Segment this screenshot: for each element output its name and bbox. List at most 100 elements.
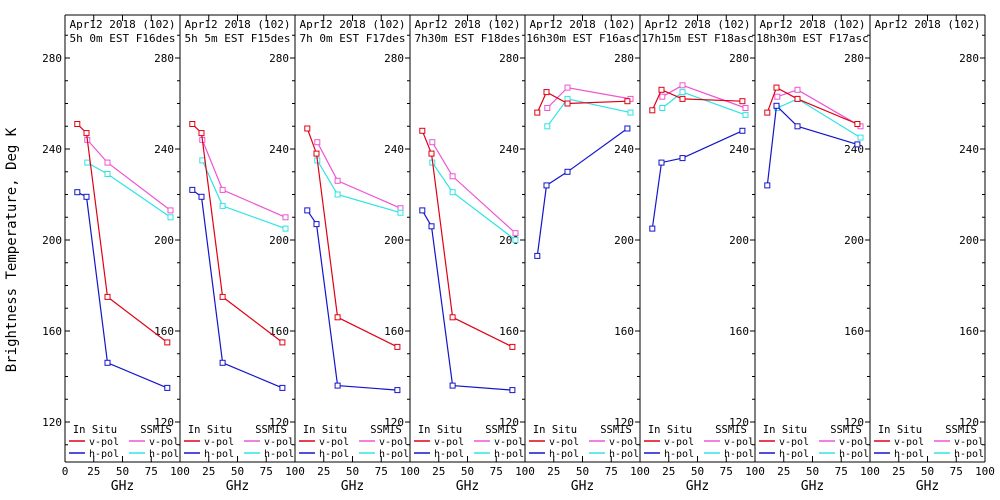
x-axis-unit-label: GHz	[456, 479, 479, 494]
x-tick-label: 100	[975, 465, 995, 478]
x-tick-label: 75	[835, 465, 848, 478]
series-ssmis_h	[659, 89, 749, 118]
legend-label: h-pol	[319, 449, 349, 460]
panel-title-time: 7h30m EST F18des	[415, 32, 521, 45]
series-line	[431, 162, 516, 241]
data-point-marker	[742, 111, 749, 118]
series-ssmis_h	[544, 95, 634, 130]
y-tick-label: 280	[384, 52, 404, 65]
x-tick-label: 100	[515, 465, 535, 478]
y-tick-label: 280	[959, 52, 979, 65]
y-tick-label: 160	[384, 325, 404, 338]
panel-7: 120 160 200 240 280 25 50 75 100 GHz Apr12 2018 (1…	[754, 15, 880, 494]
legend-label: h-pol	[839, 449, 869, 460]
legend-group2-header: SSMIS	[140, 424, 172, 436]
data-point-marker	[219, 359, 226, 366]
y-tick-label: 160	[499, 325, 519, 338]
data-point-marker	[334, 382, 341, 389]
legend-group2-header: SSMIS	[485, 424, 517, 436]
data-point-marker	[679, 155, 686, 162]
y-tick-label: 240	[614, 143, 634, 156]
y-tick-label: 240	[959, 143, 979, 156]
data-point-marker	[313, 221, 320, 228]
legend-label: v-pol	[379, 437, 409, 448]
legend-label: v-pol	[319, 437, 349, 448]
x-tick-label: 75	[145, 465, 158, 478]
series-line	[77, 191, 168, 389]
panel-title-time: 7h 0m EST F17des	[300, 32, 406, 45]
legend-label: v-pol	[89, 437, 119, 448]
data-point-marker	[649, 107, 656, 114]
legend-label: h-pol	[379, 449, 409, 460]
data-point-marker	[84, 159, 91, 166]
series-line	[87, 162, 171, 218]
data-point-marker	[394, 387, 401, 394]
legend-label: h-pol	[204, 449, 234, 460]
panel-3: 120 160 200 240 280 25 50 75 100 GHz Apr12 2018 (1…	[294, 15, 420, 494]
legend-label: h-pol	[954, 449, 984, 460]
y-tick-label: 160	[42, 325, 62, 338]
legend-group1-header: In Situ	[188, 424, 232, 436]
data-point-marker	[543, 89, 550, 96]
series-ssmis_v	[659, 82, 749, 111]
legend-label: v-pol	[264, 437, 294, 448]
series-line	[766, 86, 858, 125]
legend-label: v-pol	[494, 437, 524, 448]
series-line	[306, 210, 398, 391]
data-point-marker	[764, 109, 771, 116]
series-line	[306, 128, 398, 348]
y-tick-label: 280	[499, 52, 519, 65]
data-point-marker	[334, 177, 341, 184]
data-point-marker	[773, 84, 780, 91]
data-point-marker	[509, 343, 516, 350]
panel-title-time: 16h30m EST F16asc	[526, 32, 639, 45]
y-tick-label: 200	[42, 234, 62, 247]
y-tick-label: 120	[614, 416, 634, 429]
series-ssmis_v	[774, 86, 864, 130]
data-point-marker	[739, 127, 746, 134]
x-tick-label: 100	[170, 465, 190, 478]
series-insitu_h	[419, 207, 516, 394]
panel-title-time: 5h 5m EST F15des	[185, 32, 291, 45]
y-tick-label: 200	[844, 234, 864, 247]
x-axis-unit-label: GHz	[111, 479, 134, 494]
y-tick-label: 200	[729, 234, 749, 247]
series-insitu_h	[304, 207, 401, 394]
y-tick-label: 160	[614, 325, 634, 338]
panel-5: 120 160 200 240 280 25 50 75 100 GHz Apr12 2018 (1…	[524, 15, 650, 494]
y-tick-label: 160	[154, 325, 174, 338]
series-insitu_h	[189, 186, 286, 391]
data-point-marker	[104, 293, 111, 300]
series-insitu_v	[419, 127, 516, 350]
y-tick-label: 200	[614, 234, 634, 247]
y-tick-label: 280	[729, 52, 749, 65]
series-ssmis_h	[429, 159, 519, 243]
legend-group1-header: In Situ	[533, 424, 577, 436]
data-point-marker	[198, 130, 205, 137]
data-point-marker	[649, 225, 656, 232]
data-point-marker	[564, 168, 571, 175]
data-point-marker	[679, 89, 686, 96]
series-line	[662, 84, 746, 109]
legend-label: v-pol	[149, 437, 179, 448]
legend-group1-header: In Situ	[648, 424, 692, 436]
data-point-marker	[304, 125, 311, 132]
x-tick-label: 100	[630, 465, 650, 478]
legend-group2-header: SSMIS	[830, 424, 862, 436]
data-point-marker	[627, 109, 634, 116]
x-tick-label: 50	[691, 465, 704, 478]
data-point-marker	[854, 141, 861, 148]
series-line	[421, 130, 513, 348]
data-point-marker	[449, 314, 456, 321]
y-tick-label: 160	[729, 325, 749, 338]
legend-label: h-pol	[609, 449, 639, 460]
data-point-marker	[394, 343, 401, 350]
series-line	[651, 89, 743, 111]
y-tick-label: 120	[729, 416, 749, 429]
x-tick-label: 50	[576, 465, 589, 478]
